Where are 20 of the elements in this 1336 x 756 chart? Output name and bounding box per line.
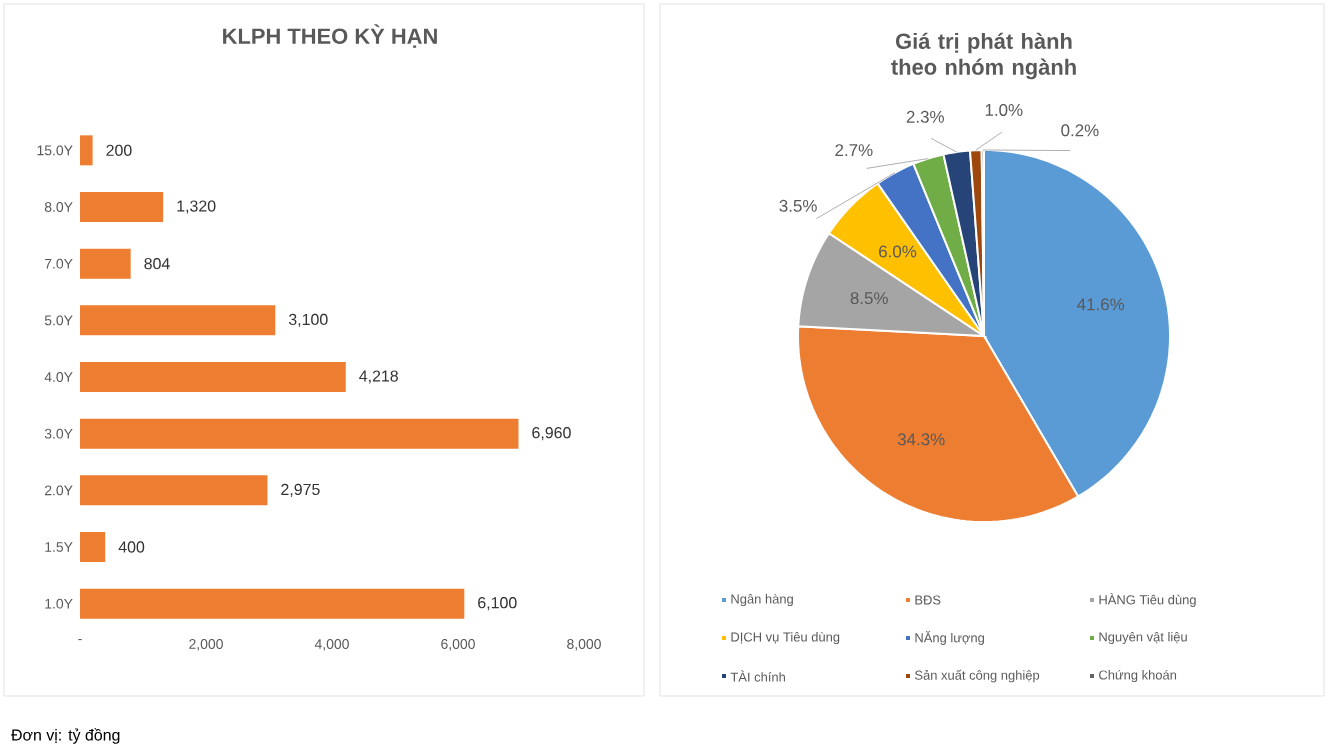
bar — [80, 248, 131, 279]
bar — [80, 532, 106, 562]
bar — [80, 588, 465, 619]
bar — [80, 135, 93, 166]
data-label: 8.5% — [850, 292, 888, 305]
chart-title: Giá trị phát hành theo nhóm ngành — [891, 32, 1076, 80]
bar — [80, 305, 276, 336]
data-label: 3.5% — [779, 199, 817, 212]
data-label: 6.0% — [879, 245, 917, 258]
data-label: 41.6% — [1077, 298, 1125, 311]
bar — [80, 192, 164, 222]
bar — [80, 362, 346, 392]
data-label: 34.3% — [897, 433, 945, 446]
bar — [80, 475, 268, 506]
data-label: 2.7% — [835, 144, 873, 157]
data-label: 2.3% — [906, 110, 944, 123]
data-label: 1.0% — [985, 103, 1023, 116]
data-label: 0.2% — [1061, 124, 1099, 137]
chart-title: KLPH THEO KỲ HẠN — [223, 24, 437, 48]
bar — [80, 418, 519, 449]
